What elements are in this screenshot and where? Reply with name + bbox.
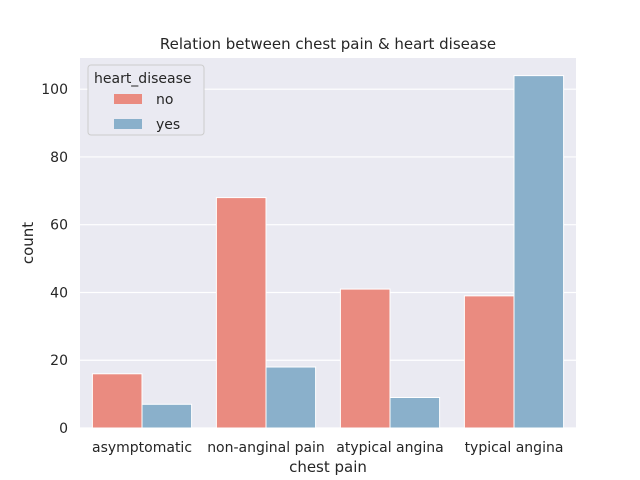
x-axis-ticks: asymptomatic non-anginal pain atypical ang… <box>92 440 563 456</box>
x-tick-label: typical angina <box>465 440 564 456</box>
legend-title: heart_disease <box>94 71 191 87</box>
legend-label-no: no <box>156 92 173 108</box>
bars <box>91 75 565 429</box>
legend-swatch-yes <box>114 119 142 129</box>
bar-yes <box>265 366 317 429</box>
bar-yes <box>389 397 441 429</box>
y-axis-label: count <box>19 222 37 264</box>
y-tick-label: 100 <box>41 82 68 98</box>
y-tick-label: 60 <box>50 218 68 234</box>
bar-no <box>339 288 391 429</box>
y-tick-label: 80 <box>50 150 68 166</box>
legend-swatch-no <box>114 94 142 104</box>
x-tick-label: atypical angina <box>336 440 443 456</box>
bar-no <box>215 197 267 429</box>
legend-box <box>87 64 205 136</box>
bar-no <box>463 295 515 429</box>
y-tick-label: 40 <box>50 285 68 301</box>
legend-label-yes: yes <box>156 117 180 133</box>
bar-yes <box>141 403 193 429</box>
y-tick-label: 0 <box>59 421 68 437</box>
x-axis-label: chest pain <box>289 458 367 476</box>
bar-yes <box>513 75 565 429</box>
y-axis-ticks: 0 20 40 60 80 100 <box>41 82 68 437</box>
bar-no <box>91 373 143 429</box>
x-tick-label: asymptomatic <box>92 440 192 456</box>
x-tick-label: non-anginal pain <box>207 440 325 456</box>
chart-title: Relation between chest pain & heart dise… <box>160 35 496 53</box>
y-tick-label: 20 <box>50 353 68 369</box>
